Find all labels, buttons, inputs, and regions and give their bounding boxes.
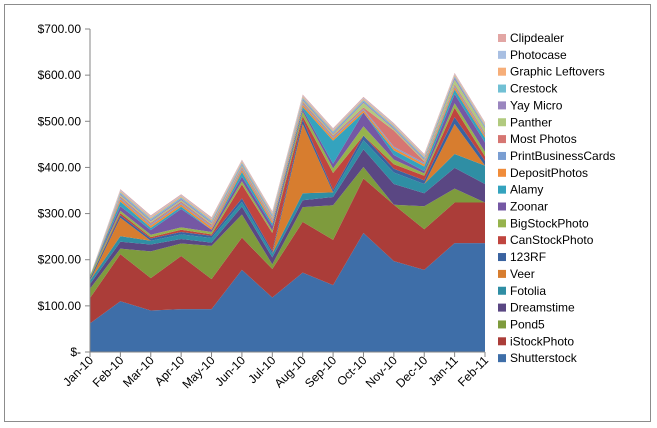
legend-label-crestock: Crestock <box>510 82 558 96</box>
legend-swatch-printbusinesscards <box>498 151 506 160</box>
legend-label-photocase: Photocase <box>510 48 567 62</box>
x-tick-label: Dec-10 <box>393 353 430 390</box>
legend-label-dreamstime: Dreamstime <box>510 301 575 315</box>
legend-swatch-canstockphoto <box>498 236 506 245</box>
legend-label-most-photos: Most Photos <box>510 132 577 146</box>
legend-label-canstockphoto: CanStockPhoto <box>510 233 594 247</box>
y-tick-label: $300.00 <box>38 207 82 221</box>
x-tick-label: Mar-10 <box>120 353 157 390</box>
legend: Clipdealer Photocase Graphic Leftovers Cres… <box>498 31 615 365</box>
legend-label-depositphotos: DepositPhotos <box>510 166 588 180</box>
legend-swatch-bigstockphoto <box>498 219 506 228</box>
x-tick-label: Feb-11 <box>455 353 491 389</box>
y-tick-label: $200.00 <box>38 253 82 267</box>
x-tick-label: Aug-10 <box>272 353 309 390</box>
x-tick-label: Sep-10 <box>302 353 339 390</box>
legend-swatch-yay-micro <box>498 101 506 110</box>
x-tick-label: Jun-10 <box>212 353 248 389</box>
legend-swatch-crestock <box>498 84 506 93</box>
legend-swatch-shutterstock <box>498 354 506 363</box>
legend-swatch-zoonar <box>498 202 506 211</box>
legend-swatch-most-photos <box>498 135 506 144</box>
area-shutterstock <box>90 232 485 352</box>
legend-label-panther: Panther <box>510 115 552 129</box>
y-tick-labels: $- $100.00 $200.00 $300.00 $400.00 $500.00 $60… <box>38 22 82 359</box>
x-tick-label: Feb-10 <box>90 353 127 390</box>
legend-label-yay-micro: Yay Micro <box>510 98 563 112</box>
legend-label-graphic-leftovers: Graphic Leftovers <box>510 65 605 79</box>
y-tick-label: $700.00 <box>38 22 82 36</box>
legend-swatch-fotolia <box>498 286 506 295</box>
legend-swatch-istockphoto <box>498 337 506 346</box>
legend-label-123rf: 123RF <box>510 250 546 264</box>
area-dreamstime <box>90 149 485 289</box>
legend-label-bigstockphoto: BigStockPhoto <box>510 216 589 230</box>
legend-label-pond5: Pond5 <box>510 317 545 331</box>
legend-swatch-graphic-leftovers <box>498 67 506 76</box>
y-tick-label: $400.00 <box>38 160 82 174</box>
legend-swatch-clipdealer <box>498 34 506 42</box>
legend-swatch-panther <box>498 118 506 127</box>
legend-swatch-alamy <box>498 185 506 194</box>
legend-label-shutterstock: Shutterstock <box>510 351 578 365</box>
area-most-photos <box>90 84 485 276</box>
legend-swatch-123rf <box>498 253 506 262</box>
y-tick-label: $- <box>70 345 81 359</box>
legend-label-fotolia: Fotolia <box>510 284 546 298</box>
legend-label-printbusinesscards: PrintBusinessCards <box>510 149 615 163</box>
x-tick-label: Jan-11 <box>426 353 461 388</box>
series-areas <box>90 72 485 352</box>
x-tick-labels: Jan-10Feb-10Mar-10Apr-10May-10Jun-10Jul-… <box>60 353 491 391</box>
legend-label-clipdealer: Clipdealer <box>510 31 564 45</box>
legend-label-zoonar: Zoonar <box>510 200 548 214</box>
x-tick-label: Nov-10 <box>363 353 400 390</box>
legend-label-veer: Veer <box>510 267 535 281</box>
legend-label-alamy: Alamy <box>510 183 543 197</box>
legend-swatch-photocase <box>498 50 506 59</box>
y-tick-label: $600.00 <box>38 68 82 82</box>
legend-swatch-veer <box>498 269 506 278</box>
x-tick-label: May-10 <box>179 353 217 391</box>
y-tick-label: $100.00 <box>38 299 82 313</box>
area-veer <box>90 124 485 281</box>
legend-swatch-depositphotos <box>498 168 506 177</box>
axes <box>85 28 486 357</box>
legend-swatch-pond5 <box>498 320 506 329</box>
legend-swatch-dreamstime <box>498 303 506 312</box>
y-tick-label: $500.00 <box>38 114 82 128</box>
legend-label-istockphoto: iStockPhoto <box>510 334 574 348</box>
area-istockphoto <box>90 178 485 324</box>
